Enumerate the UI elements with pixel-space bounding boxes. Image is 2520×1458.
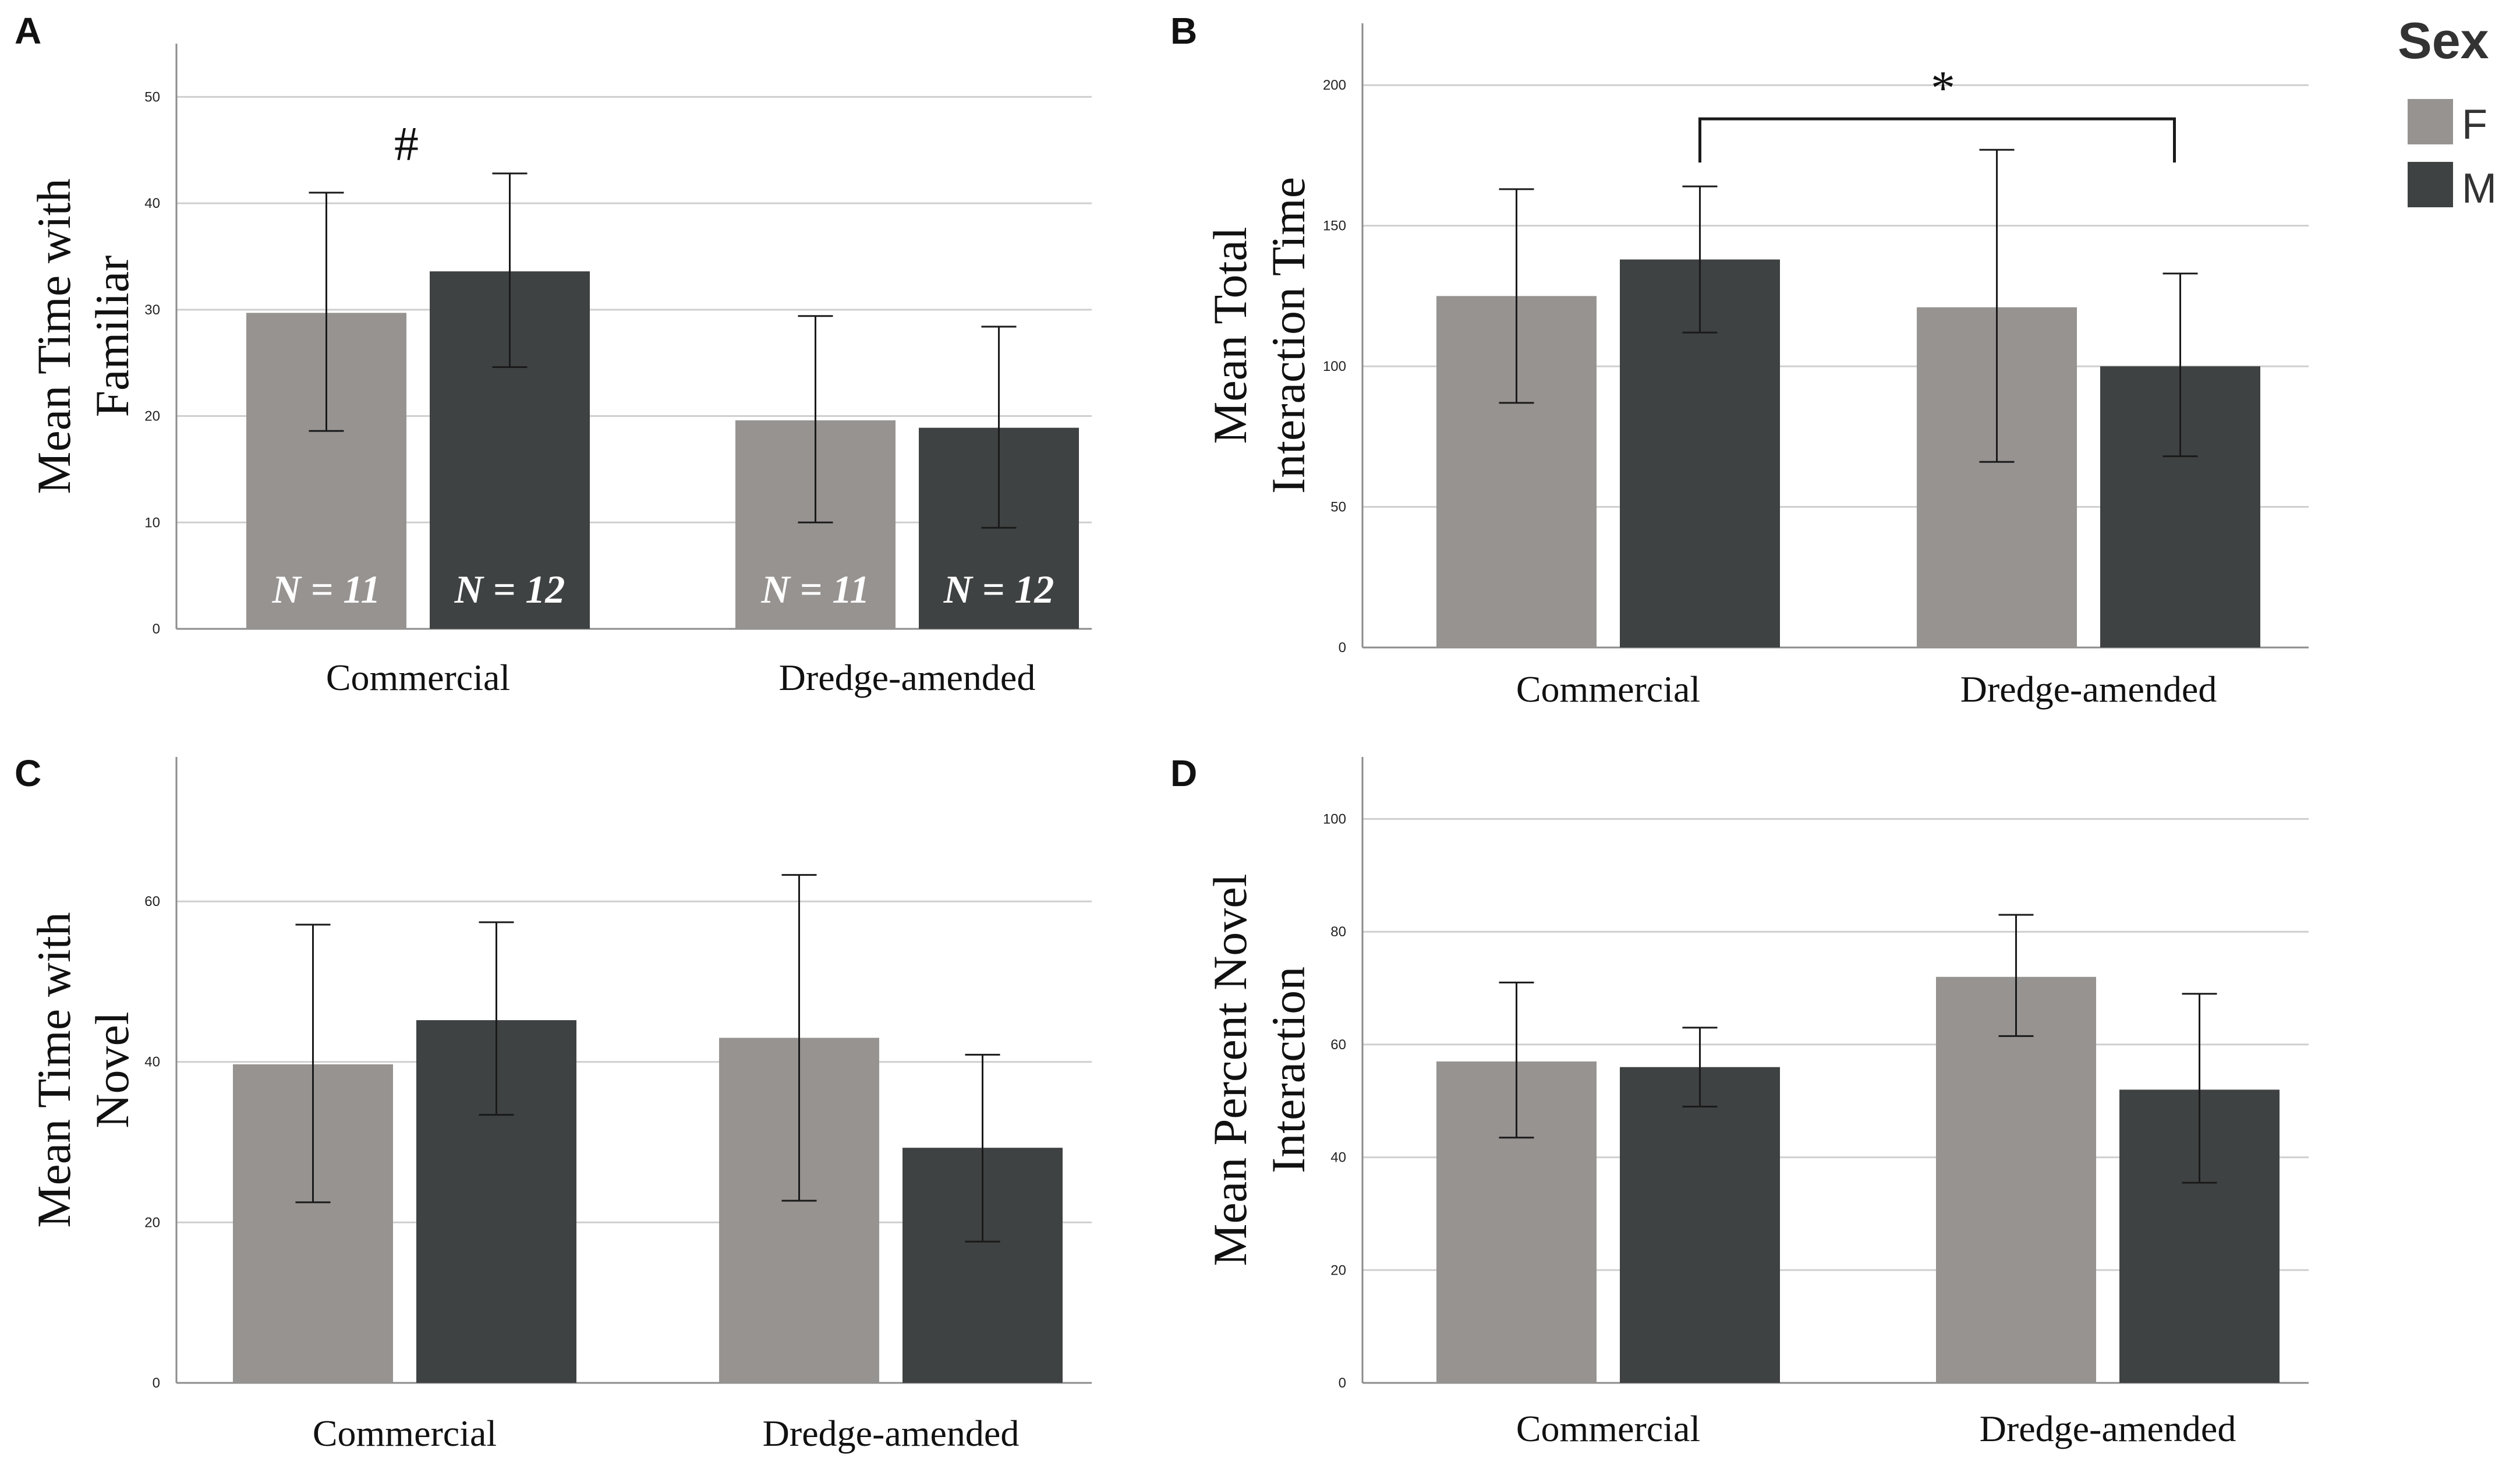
y-axis-label: Interaction Time xyxy=(1262,177,1315,494)
panel-letter: B xyxy=(1170,10,1197,52)
x-category-label: Dredge-amended xyxy=(763,1413,1020,1454)
y-tick-label: 40 xyxy=(1330,1150,1346,1166)
legend-label-m: M xyxy=(2462,165,2497,212)
legend-swatch-f xyxy=(2408,99,2453,144)
y-tick-label: 80 xyxy=(1330,924,1346,940)
x-category-label: Dredge-amended xyxy=(779,657,1036,698)
y-tick-label: 50 xyxy=(1330,500,1346,515)
y-tick-label: 10 xyxy=(144,515,160,530)
y-tick-label: 100 xyxy=(1323,812,1346,827)
y-tick-label: 0 xyxy=(1339,640,1346,656)
y-tick-label: 0 xyxy=(153,621,160,637)
y-tick-label: 20 xyxy=(144,1215,160,1230)
panel-d: D 0 20 40 60 80 100 Mean Percent Novel Interacti… xyxy=(1170,752,2309,1449)
bar-f-dredge-amended xyxy=(1936,976,2096,1383)
panel-c: C 0 20 40 60 Mean Time with Novel Commercial Dre… xyxy=(15,752,1092,1454)
panel-b: B 0 50 100 150 200 Mean Total Interaction Time C… xyxy=(1170,10,2309,710)
sample-size-label: N = 12 xyxy=(943,567,1054,611)
y-tick-label: 20 xyxy=(144,409,160,424)
y-axis-label: Interaction xyxy=(1262,967,1315,1173)
sample-size-label: N = 12 xyxy=(454,567,565,611)
legend-label-f: F xyxy=(2462,101,2487,148)
panel-a: A 0 10 20 30 40 50 Mean Time with Familiar N = 11… xyxy=(15,10,1092,698)
panel-letter: D xyxy=(1170,752,1197,794)
y-axis-label: Mean Total xyxy=(1204,227,1257,444)
y-tick-label: 100 xyxy=(1323,359,1346,374)
y-tick-label: 200 xyxy=(1323,77,1346,93)
y-tick-label: 150 xyxy=(1323,218,1346,234)
panel-letter: A xyxy=(15,10,41,52)
x-category-label: Commercial xyxy=(1516,668,1700,710)
y-axis-label: Novel xyxy=(86,1011,139,1128)
y-tick-label: 0 xyxy=(153,1375,160,1391)
y-axis-label: Familiar xyxy=(86,256,139,417)
sample-size-label: N = 11 xyxy=(760,567,869,611)
sample-size-label: N = 11 xyxy=(271,567,380,611)
y-tick-label: 60 xyxy=(1330,1037,1346,1053)
x-category-label: Dredge-amended xyxy=(1980,1408,2236,1449)
significance-bracket xyxy=(1698,117,2176,163)
legend-swatch-m xyxy=(2408,162,2453,207)
y-tick-label: 20 xyxy=(1330,1262,1346,1278)
y-tick-label: 60 xyxy=(144,894,160,910)
y-tick-label: 40 xyxy=(144,1054,160,1070)
panel-letter: C xyxy=(15,752,41,794)
y-tick-label: 40 xyxy=(144,196,160,211)
y-axis-label: Mean Time with xyxy=(27,178,80,494)
legend-title: Sex xyxy=(2398,12,2489,69)
bar-m-commercial xyxy=(1620,1067,1780,1383)
y-tick-label: 30 xyxy=(144,302,160,318)
y-axis-label: Mean Time with xyxy=(27,912,80,1227)
significance-marker: # xyxy=(394,117,419,171)
x-category-label: Commercial xyxy=(326,657,510,698)
y-tick-label: 0 xyxy=(1339,1375,1346,1391)
x-category-label: Commercial xyxy=(1516,1408,1700,1449)
x-category-label: Commercial xyxy=(313,1413,497,1454)
significance-star: * xyxy=(1931,61,1955,115)
y-axis-label: Mean Percent Novel xyxy=(1204,874,1257,1266)
x-category-label: Dredge-amended xyxy=(1960,668,2217,710)
legend: Sex F M xyxy=(2398,12,2497,212)
y-tick-label: 50 xyxy=(144,89,160,105)
